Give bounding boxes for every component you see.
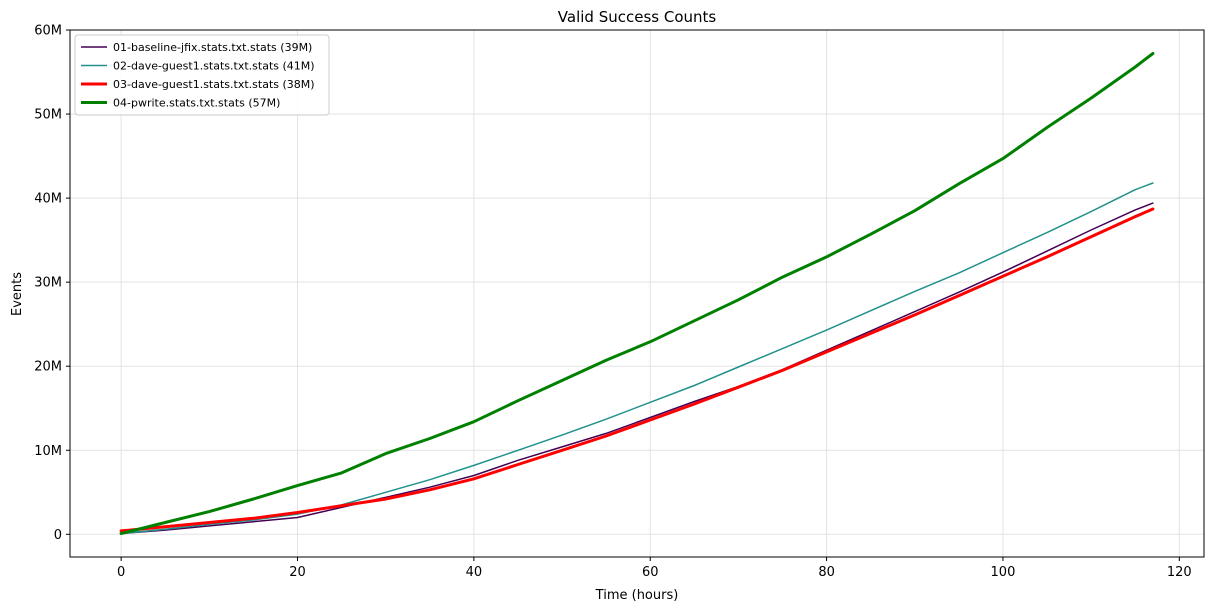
- y-tick-label: 10M: [34, 444, 62, 459]
- legend: 01-baseline-jfix.stats.txt.stats (39M) 02…: [74, 34, 330, 116]
- x-tick-label: 80: [818, 565, 835, 580]
- chart-title: Valid Success Counts: [558, 8, 717, 26]
- x-tick-label: 0: [117, 565, 125, 580]
- series-line-2: [120, 182, 1154, 535]
- x-tick-label: 20: [289, 565, 306, 580]
- legend-label-4: 04-pwrite.stats.txt.stats (57M): [113, 97, 280, 110]
- x-axis-ticks: 0 20 40 60 80 100 120: [117, 557, 1192, 580]
- plot-frame: [69, 29, 1205, 558]
- x-tick-label: 120: [1167, 565, 1192, 580]
- legend-label-2: 02-dave-guest1.stats.txt.stats (41M): [113, 60, 315, 73]
- y-tick-label: 30M: [34, 276, 62, 291]
- x-tick-label: 40: [466, 565, 483, 580]
- series-line-4: [119, 52, 1155, 535]
- y-tick-label: 0: [54, 528, 62, 543]
- legend-label-3: 03-dave-guest1.stats.txt.stats (38M): [113, 78, 315, 91]
- y-tick-label: 50M: [34, 108, 62, 123]
- y-tick-label: 20M: [34, 360, 62, 375]
- series-line-3: [119, 207, 1155, 533]
- x-tick-label: 100: [991, 565, 1016, 580]
- y-axis-ticks: 0 10M 20M 30M 40M 50M 60M: [34, 24, 70, 543]
- x-tick-label: 60: [642, 565, 659, 580]
- y-tick-label: 40M: [34, 192, 62, 207]
- x-axis-title: Time (hours): [595, 588, 679, 603]
- series-line-1: [120, 202, 1154, 535]
- legend-label-1: 01-baseline-jfix.stats.txt.stats (39M): [113, 41, 312, 54]
- y-tick-label: 60M: [34, 24, 62, 39]
- legend-box: [74, 34, 330, 116]
- series-lines: [119, 52, 1155, 535]
- y-axis-title: Events: [10, 272, 25, 316]
